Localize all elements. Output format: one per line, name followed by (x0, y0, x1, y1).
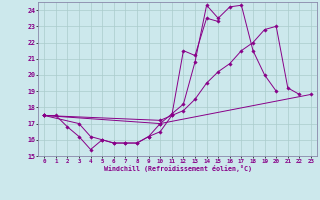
X-axis label: Windchill (Refroidissement éolien,°C): Windchill (Refroidissement éolien,°C) (104, 165, 252, 172)
